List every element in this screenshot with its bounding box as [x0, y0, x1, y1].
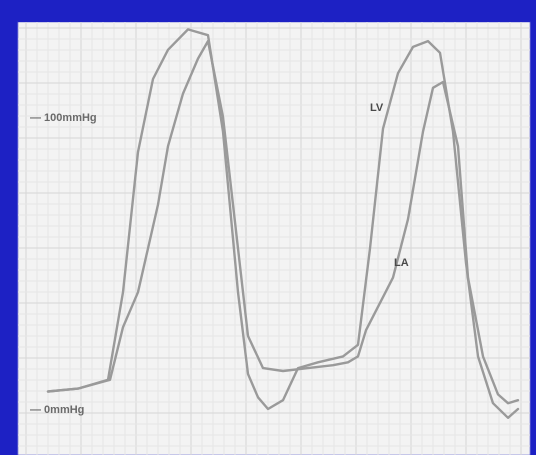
series-layer — [46, 28, 520, 419]
series-line-lv — [46, 28, 520, 419]
series-label-la: LA — [394, 257, 409, 269]
y-tick-label: — 100mmHg — [30, 112, 97, 124]
annotations: LV LA — [370, 102, 409, 269]
y-tick-label: — 0mmHg — [30, 404, 84, 416]
slide-top-strip — [18, 0, 530, 22]
tick-labels: — 100mmHg — 0mmHg — [30, 112, 97, 416]
series-line-la — [46, 39, 520, 405]
series-label-lv: LV — [370, 102, 384, 114]
pressure-chart: — 100mmHg — 0mmHg LV LA — [18, 22, 530, 455]
chart-grid — [18, 22, 530, 455]
